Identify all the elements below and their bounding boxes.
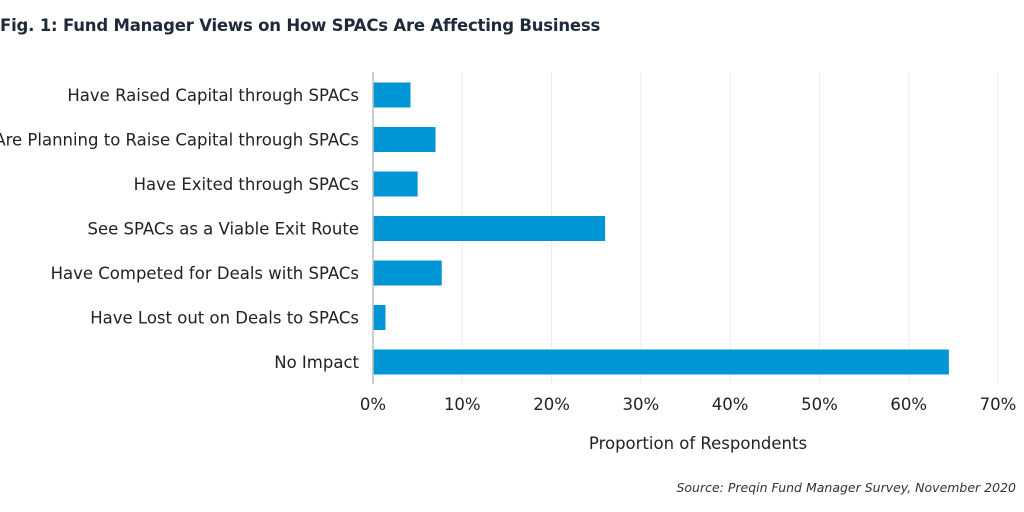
bar	[373, 216, 606, 241]
category-label: Have Exited through SPACs	[134, 175, 359, 194]
chart-title: Fig. 1: Fund Manager Views on How SPACs …	[0, 16, 601, 35]
x-tick-label: 50%	[801, 395, 838, 414]
bar	[373, 127, 436, 152]
x-tick-label: 60%	[890, 395, 927, 414]
bar	[373, 349, 949, 375]
bar	[373, 305, 386, 330]
category-label: Are Planning to Raise Capital through SP…	[0, 131, 359, 150]
x-tick-label: 10%	[444, 395, 481, 414]
category-label: No Impact	[274, 353, 359, 372]
x-tick-label: 20%	[533, 395, 570, 414]
bar	[373, 260, 442, 286]
category-label: Have Competed for Deals with SPACs	[51, 264, 359, 283]
source-note: Source: Preqin Fund Manager Survey, Nove…	[676, 480, 1016, 495]
x-tick-label: 70%	[980, 395, 1017, 414]
bar	[373, 171, 418, 197]
category-label: See SPACs as a Viable Exit Route	[87, 220, 359, 239]
category-label: Have Lost out on Deals to SPACs	[90, 309, 359, 328]
x-tick-label: 0%	[360, 395, 386, 414]
x-axis-title: Proportion of Respondents	[589, 434, 807, 453]
x-tick-label: 40%	[712, 395, 749, 414]
x-tick-label: 30%	[623, 395, 660, 414]
category-label: Have Raised Capital through SPACs	[67, 86, 359, 105]
bar	[373, 82, 411, 108]
